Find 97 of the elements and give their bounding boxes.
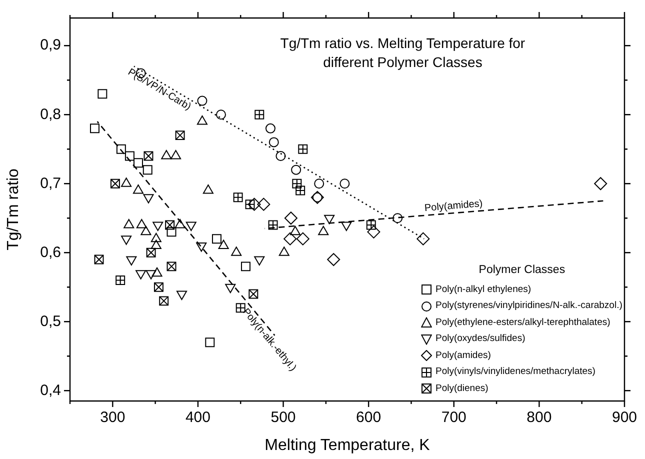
point <box>166 227 176 237</box>
y-tick-label: 0,6 <box>40 244 61 261</box>
point <box>197 96 208 106</box>
legend-label: Poly(n-alkyl ethylenes) <box>435 282 532 296</box>
point <box>146 248 156 258</box>
point <box>98 89 108 99</box>
point <box>327 253 340 266</box>
point <box>248 289 258 299</box>
point <box>298 144 308 154</box>
legend-label: Poly(ethylene-esters/alkyl-terephthalates) <box>435 316 610 330</box>
point <box>150 240 162 249</box>
point <box>121 236 132 245</box>
point <box>212 234 222 244</box>
y-tick-label: 0,7 <box>40 174 61 192</box>
point <box>202 184 214 194</box>
point <box>175 130 185 140</box>
point <box>225 284 236 294</box>
point <box>290 226 300 236</box>
point <box>126 256 137 266</box>
y-axis-title: Tg/Tm ratio <box>5 168 22 250</box>
point <box>121 178 132 187</box>
point <box>154 282 164 292</box>
point <box>254 256 265 266</box>
point <box>196 116 208 125</box>
point <box>276 151 286 162</box>
point <box>142 165 152 175</box>
y-tick-label: 0,9 <box>40 36 61 54</box>
text: Tg/Tm ratio vs. Melting Temperature for different Polymer Classes <box>279 34 526 72</box>
point <box>416 232 430 246</box>
y-tick-label: 0,8 <box>40 106 61 123</box>
point <box>240 262 250 272</box>
point <box>291 164 302 175</box>
x-tick-label: 400 <box>185 409 210 426</box>
point <box>110 178 120 188</box>
x-tick-label: 700 <box>441 409 466 426</box>
legend-label: Poly(vinyls/vinylidenes/methacrylates) <box>435 365 596 379</box>
point <box>392 213 403 224</box>
point <box>233 192 243 202</box>
point <box>318 226 329 236</box>
point <box>150 232 162 242</box>
point <box>196 242 207 252</box>
point <box>146 270 156 280</box>
point <box>140 226 152 236</box>
point <box>257 198 270 211</box>
point <box>136 219 147 228</box>
point <box>124 151 134 161</box>
point <box>284 212 298 225</box>
y-tick-label: 0,5 <box>40 312 61 330</box>
point <box>314 178 324 189</box>
point <box>116 144 126 154</box>
x-tick-label: 800 <box>526 409 552 426</box>
x-tick-label: 300 <box>100 409 126 426</box>
point <box>159 296 169 306</box>
point <box>136 270 146 280</box>
point <box>218 240 229 249</box>
legend-label: Poly(dienes) <box>435 382 488 396</box>
point <box>94 254 104 264</box>
point <box>340 178 350 189</box>
x-tick-label: 600 <box>356 409 382 426</box>
legend-label: Poly(styrenes/vinylpiridines/N-alk.-carabzol.) <box>435 299 622 313</box>
legend-label: Poly(oxydes/sulfides) <box>435 332 526 346</box>
point <box>367 225 380 238</box>
series-label: Poly(amides) <box>424 198 484 214</box>
point <box>594 177 608 190</box>
point <box>366 220 376 230</box>
point <box>166 262 176 272</box>
point <box>268 137 279 148</box>
point <box>205 338 215 348</box>
point <box>165 220 175 230</box>
point <box>90 124 100 134</box>
point <box>170 150 182 160</box>
point <box>144 151 154 161</box>
point <box>161 150 172 160</box>
point <box>152 267 162 277</box>
x-tick-label: 500 <box>270 409 296 426</box>
point <box>124 219 134 228</box>
x-tick-label: 900 <box>612 409 637 426</box>
point <box>216 110 226 120</box>
point <box>265 123 276 134</box>
point <box>284 232 297 246</box>
point <box>268 220 278 230</box>
point <box>324 214 335 224</box>
point <box>116 275 126 285</box>
x-axis-title: Melting Temperature, K <box>264 436 430 454</box>
point <box>296 232 310 246</box>
point <box>132 184 144 194</box>
point <box>254 110 264 120</box>
point <box>176 290 188 300</box>
legend-label: Poly(amides) <box>435 348 491 362</box>
y-tick-label: 0,4 <box>40 382 61 399</box>
legend-title: Polymer Classes <box>478 263 566 278</box>
point <box>143 194 154 204</box>
point <box>278 246 290 256</box>
point <box>174 219 186 228</box>
point <box>231 246 242 256</box>
point <box>134 158 143 168</box>
point <box>248 198 261 211</box>
